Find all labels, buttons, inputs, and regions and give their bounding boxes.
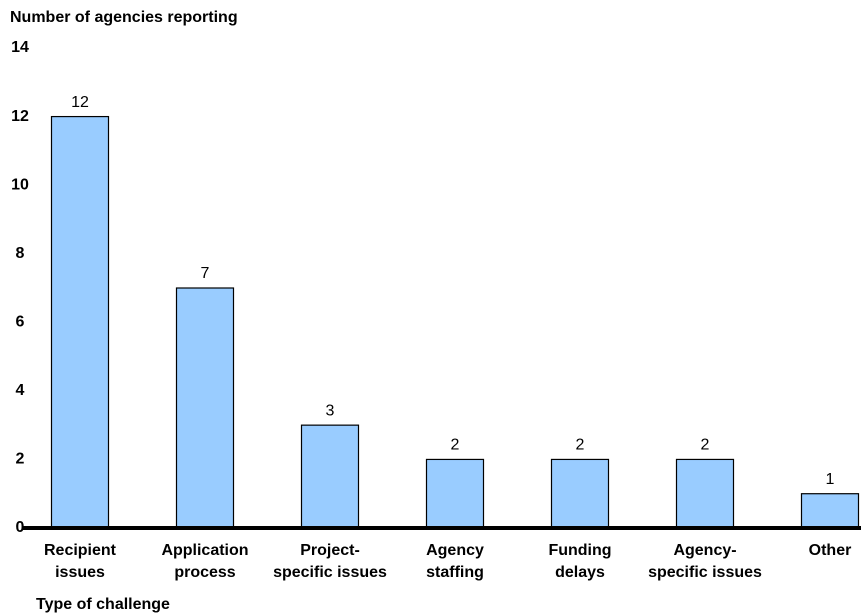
bar (675, 458, 735, 529)
value-label: 12 (71, 94, 89, 111)
value-label: 2 (451, 437, 460, 454)
x-tick-label: process (174, 564, 235, 581)
value-label: 1 (826, 471, 835, 488)
bar (50, 115, 110, 529)
x-tick-label: Recipient (44, 542, 117, 559)
chart-title: Number of agencies reporting (10, 9, 238, 26)
y-tick-label: 4 (16, 382, 25, 399)
x-tick-label: specific issues (648, 564, 762, 581)
bar (175, 287, 235, 529)
bar (550, 458, 610, 529)
y-tick-label: 0 (16, 519, 25, 536)
bar (800, 493, 860, 529)
y-tick-label: 2 (16, 451, 25, 468)
bar (300, 424, 360, 529)
value-label: 3 (326, 402, 335, 419)
value-label: 7 (201, 265, 210, 282)
x-tick-label: Application (161, 542, 248, 559)
x-tick-label: Agency- (673, 542, 736, 559)
x-tick-label: Funding (548, 542, 611, 559)
y-tick-label: 6 (16, 314, 25, 331)
y-tick-label: 12 (11, 108, 29, 125)
x-tick-label: staffing (426, 564, 484, 581)
x-tick-label: issues (55, 564, 105, 581)
x-tick-label: specific issues (273, 564, 387, 581)
value-label: 2 (576, 437, 585, 454)
x-tick-label: Project- (300, 542, 360, 559)
y-tick-label: 8 (16, 245, 25, 262)
y-tick-label: 14 (11, 39, 29, 56)
x-tick-label: Agency (426, 542, 484, 559)
value-label: 2 (701, 437, 710, 454)
x-tick-label: Other (809, 542, 852, 559)
y-tick-label: 10 (11, 176, 29, 193)
x-axis-label: Type of challenge (36, 596, 170, 613)
x-tick-label: delays (555, 564, 605, 581)
bar (425, 458, 485, 529)
